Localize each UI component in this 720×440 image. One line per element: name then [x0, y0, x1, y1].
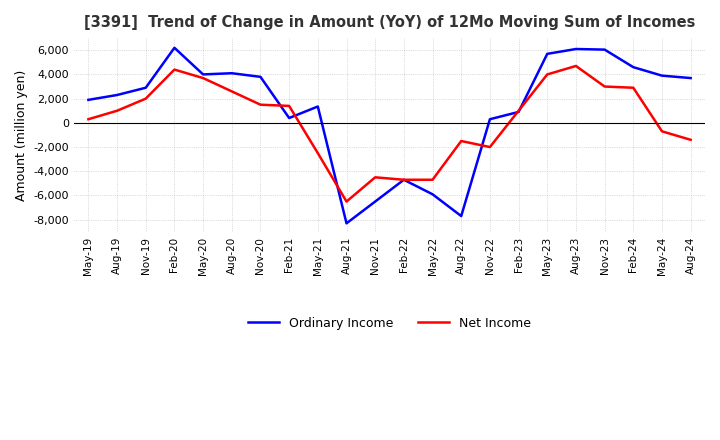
Net Income — [572, 63, 580, 69]
Net Income — [371, 175, 379, 180]
Ordinary Income — [485, 117, 494, 122]
Line: Ordinary Income: Ordinary Income — [89, 48, 690, 224]
Line: Net Income: Net Income — [89, 66, 690, 202]
Ordinary Income — [199, 72, 207, 77]
Ordinary Income — [600, 47, 609, 52]
Net Income — [342, 199, 351, 204]
Ordinary Income — [400, 177, 408, 183]
Net Income — [84, 117, 93, 122]
Net Income — [428, 177, 437, 183]
Ordinary Income — [285, 115, 294, 121]
Net Income — [686, 137, 695, 143]
Ordinary Income — [342, 221, 351, 226]
Net Income — [113, 108, 122, 114]
Title: [3391]  Trend of Change in Amount (YoY) of 12Mo Moving Sum of Incomes: [3391] Trend of Change in Amount (YoY) o… — [84, 15, 696, 30]
Ordinary Income — [141, 85, 150, 90]
Ordinary Income — [657, 73, 666, 78]
Ordinary Income — [228, 70, 236, 76]
Ordinary Income — [428, 192, 437, 197]
Ordinary Income — [457, 213, 466, 219]
Net Income — [543, 72, 552, 77]
Net Income — [485, 144, 494, 150]
Ordinary Income — [256, 74, 265, 80]
Ordinary Income — [170, 45, 179, 51]
Ordinary Income — [313, 104, 322, 109]
Net Income — [228, 89, 236, 94]
Ordinary Income — [572, 46, 580, 51]
Net Income — [514, 108, 523, 114]
Net Income — [657, 128, 666, 134]
Ordinary Income — [371, 199, 379, 204]
Legend: Ordinary Income, Net Income: Ordinary Income, Net Income — [243, 312, 536, 335]
Net Income — [199, 75, 207, 81]
Net Income — [313, 150, 322, 156]
Net Income — [141, 96, 150, 101]
Net Income — [600, 84, 609, 89]
Net Income — [170, 67, 179, 72]
Ordinary Income — [686, 75, 695, 81]
Net Income — [457, 138, 466, 143]
Net Income — [629, 85, 638, 90]
Net Income — [400, 177, 408, 183]
Ordinary Income — [629, 65, 638, 70]
Net Income — [256, 102, 265, 107]
Ordinary Income — [514, 109, 523, 114]
Ordinary Income — [84, 97, 93, 103]
Net Income — [285, 103, 294, 109]
Ordinary Income — [113, 92, 122, 98]
Ordinary Income — [543, 51, 552, 56]
Y-axis label: Amount (million yen): Amount (million yen) — [15, 70, 28, 201]
